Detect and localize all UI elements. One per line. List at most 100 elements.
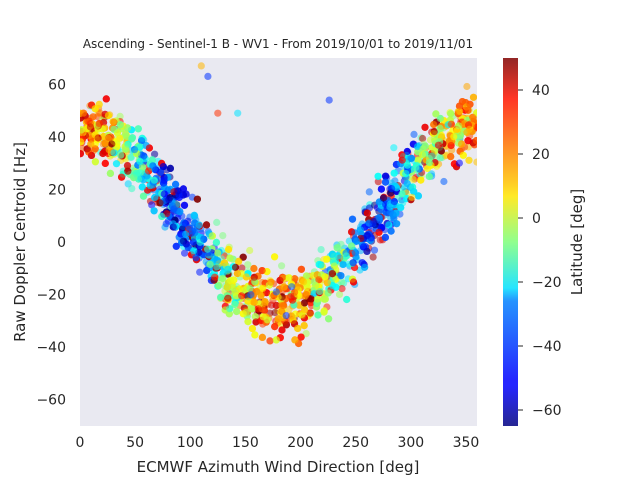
data-point bbox=[91, 145, 99, 153]
data-point bbox=[104, 111, 112, 120]
data-point bbox=[363, 209, 371, 217]
data-point bbox=[419, 134, 427, 143]
data-points bbox=[80, 62, 477, 348]
data-point bbox=[160, 190, 168, 198]
data-point bbox=[260, 306, 268, 315]
data-point bbox=[414, 192, 422, 200]
data-point bbox=[402, 170, 410, 178]
data-point bbox=[182, 240, 190, 248]
data-point bbox=[196, 268, 204, 276]
data-point bbox=[282, 312, 290, 320]
data-point bbox=[410, 188, 418, 196]
data-point bbox=[254, 305, 262, 313]
x-tick-label: 100 bbox=[177, 435, 204, 451]
data-point bbox=[321, 273, 329, 281]
data-point bbox=[189, 238, 197, 246]
y-tick-label: −60 bbox=[36, 393, 66, 409]
chart-title: Ascending - Sentinel-1 B - WV1 - From 20… bbox=[83, 37, 473, 51]
y-tick-label: 20 bbox=[48, 182, 66, 198]
data-point bbox=[370, 246, 379, 254]
x-axis-ticks: 0 50 100 150 200 250 300 350 bbox=[76, 435, 480, 451]
data-point bbox=[379, 194, 388, 202]
data-point bbox=[231, 263, 240, 271]
data-point bbox=[359, 243, 368, 251]
data-point bbox=[316, 287, 324, 296]
colorbar-ticks: −60 −40 −20 0 20 40 bbox=[518, 83, 562, 419]
data-point bbox=[233, 307, 241, 316]
data-point bbox=[193, 195, 201, 203]
data-point bbox=[381, 233, 389, 241]
data-point bbox=[117, 151, 125, 159]
data-point bbox=[131, 146, 139, 154]
data-point bbox=[172, 180, 180, 188]
data-point bbox=[440, 177, 448, 186]
data-point bbox=[138, 183, 146, 191]
data-point bbox=[251, 331, 259, 339]
data-point bbox=[300, 299, 309, 307]
data-point bbox=[356, 226, 364, 234]
data-point bbox=[238, 264, 246, 272]
data-point bbox=[414, 143, 422, 151]
data-point bbox=[217, 293, 225, 301]
data-point bbox=[398, 151, 406, 159]
data-point bbox=[389, 211, 397, 219]
data-point bbox=[149, 162, 157, 170]
data-point bbox=[349, 278, 358, 286]
data-point bbox=[220, 259, 229, 267]
data-point bbox=[139, 192, 148, 200]
data-point bbox=[259, 284, 267, 292]
data-point bbox=[272, 301, 280, 310]
data-point bbox=[425, 159, 433, 167]
data-point bbox=[337, 272, 345, 280]
data-point bbox=[333, 244, 341, 252]
data-point bbox=[234, 109, 242, 117]
data-point bbox=[128, 134, 136, 142]
data-point bbox=[148, 201, 156, 209]
data-point bbox=[282, 321, 290, 329]
x-tick-label: 350 bbox=[453, 435, 480, 451]
data-point bbox=[297, 265, 305, 273]
data-point bbox=[261, 298, 269, 306]
data-point bbox=[302, 291, 310, 299]
x-tick-label: 0 bbox=[76, 435, 85, 451]
data-point bbox=[110, 149, 118, 157]
data-point bbox=[233, 269, 241, 278]
data-point bbox=[280, 301, 288, 309]
data-point bbox=[206, 260, 214, 268]
data-point bbox=[436, 124, 444, 132]
data-point bbox=[174, 187, 182, 195]
data-point bbox=[434, 141, 443, 149]
data-point bbox=[224, 265, 232, 273]
data-point bbox=[239, 310, 247, 318]
data-point bbox=[306, 309, 314, 317]
data-point bbox=[324, 289, 332, 297]
data-point bbox=[108, 140, 116, 148]
data-point bbox=[332, 283, 340, 291]
data-point bbox=[195, 221, 203, 229]
data-point bbox=[285, 274, 293, 282]
data-point bbox=[421, 123, 429, 131]
data-point bbox=[106, 169, 114, 177]
data-point bbox=[123, 162, 132, 170]
data-point bbox=[91, 158, 99, 166]
data-point bbox=[297, 333, 305, 341]
data-point bbox=[280, 283, 288, 291]
data-point bbox=[271, 309, 279, 317]
data-point bbox=[238, 292, 246, 300]
data-point bbox=[307, 295, 315, 303]
data-point bbox=[432, 110, 440, 118]
data-point bbox=[246, 284, 254, 292]
data-point bbox=[397, 204, 405, 212]
data-point bbox=[250, 264, 258, 273]
data-point bbox=[188, 227, 197, 235]
data-point bbox=[224, 294, 232, 302]
x-tick-label: 50 bbox=[126, 435, 144, 451]
data-point bbox=[87, 151, 96, 159]
data-point bbox=[156, 199, 164, 207]
data-point bbox=[459, 151, 467, 159]
data-point bbox=[247, 305, 255, 313]
data-point bbox=[428, 152, 436, 160]
data-point bbox=[181, 249, 189, 257]
colorbar-tick-label: −20 bbox=[532, 275, 562, 291]
data-point bbox=[124, 167, 132, 175]
